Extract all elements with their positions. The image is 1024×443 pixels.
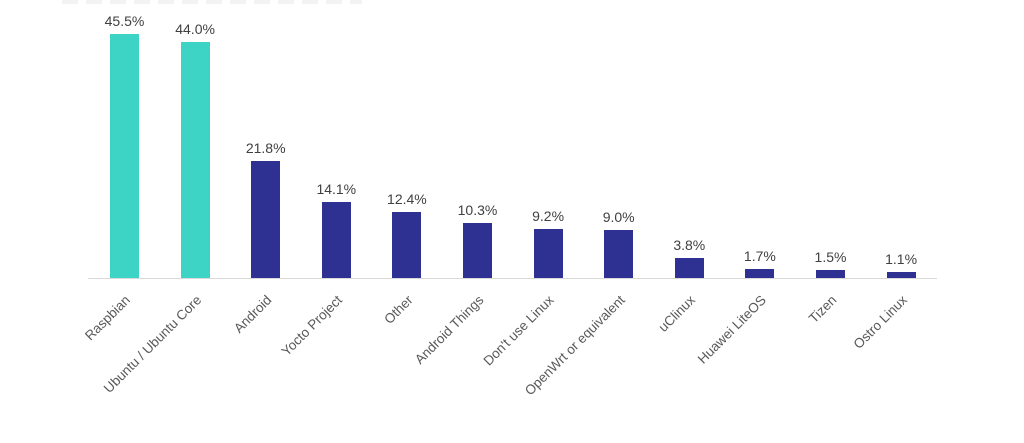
bar-value-label: 44.0% xyxy=(175,21,215,37)
bar-value-label: 1.1% xyxy=(885,251,918,267)
bar-other xyxy=(392,212,422,278)
bar-don-t-use-linux xyxy=(533,229,563,278)
bar-value-label: 45.5% xyxy=(104,13,145,29)
x-axis-line xyxy=(88,278,937,279)
bar-value-label: 21.8% xyxy=(245,140,286,156)
bar-yocto-project xyxy=(321,202,351,278)
bar-raspbian xyxy=(110,34,139,278)
bar-value-label: 3.8% xyxy=(673,237,706,253)
bar-tizen xyxy=(816,270,845,278)
bar-ubuntu-ubuntu-core xyxy=(180,42,210,278)
bar-value-label: 10.3% xyxy=(457,202,498,218)
bar-value-label: 1.7% xyxy=(743,248,776,264)
bar-ostro-linux xyxy=(886,272,916,278)
bar-android-things xyxy=(463,223,492,278)
bar-android xyxy=(251,161,281,278)
bar-openwrt-or-equivalent xyxy=(604,230,634,278)
bar-uclinux xyxy=(674,258,704,278)
bar-value-label: 14.1% xyxy=(316,181,357,197)
bar-huawei-liteos xyxy=(745,269,775,278)
bar-value-label: 9.2% xyxy=(532,208,565,224)
bar-value-label: 1.5% xyxy=(814,249,847,265)
bar-value-label: 12.4% xyxy=(387,191,427,207)
bar-category-label: Ostro Linux xyxy=(850,292,911,352)
cropped-title-artifact xyxy=(62,0,362,4)
bar-value-label: 9.0% xyxy=(602,209,635,225)
